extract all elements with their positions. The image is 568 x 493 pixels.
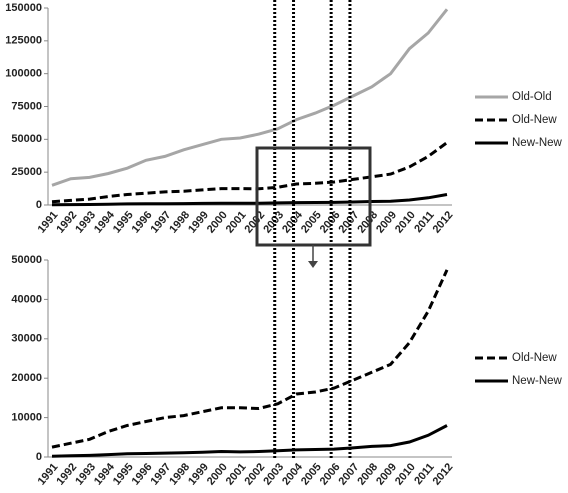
x-tick-label: 2003 [261, 461, 286, 487]
x-tick-label: 1996 [130, 461, 155, 487]
y-tick-label: 100000 [5, 68, 42, 80]
x-tick-label: 1995 [111, 209, 136, 235]
x-tick-label: 2006 [318, 461, 343, 487]
x-tick-label: 1991 [36, 209, 61, 235]
y-tick-label: 0 [36, 451, 42, 463]
series-line [51, 193, 448, 207]
x-tick-label: 2011 [412, 461, 437, 487]
x-tick-label: 2008 [355, 461, 380, 487]
x-tick-label: 1992 [54, 461, 79, 487]
x-tick-label: 2011 [412, 209, 437, 235]
x-tick-label: 1992 [54, 209, 79, 235]
x-tick-label: 2012 [431, 209, 456, 235]
series-line [51, 8, 449, 187]
x-tick-label: 1995 [111, 461, 136, 487]
y-tick-label: 0 [36, 199, 42, 211]
x-tick-label: 1997 [148, 461, 173, 487]
x-tick-label: 2012 [431, 461, 456, 487]
y-tick-label: 25000 [11, 166, 42, 178]
x-tick-label: 1996 [130, 209, 155, 235]
y-tick-label: 50000 [11, 133, 42, 145]
y-tick-label: 125000 [5, 35, 42, 47]
series-line [51, 269, 449, 449]
x-tick-label: 2005 [299, 209, 324, 235]
zoom-arrow-head [308, 261, 318, 268]
x-tick-label: 2005 [299, 461, 324, 487]
x-tick-label: 1993 [73, 209, 98, 235]
x-tick-label: 2000 [205, 209, 230, 235]
y-tick-label: 150000 [5, 2, 42, 14]
y-tick-label: 10000 [11, 412, 42, 424]
y-tick-label: 50000 [11, 254, 42, 266]
x-tick-label: 2001 [224, 461, 249, 487]
series-line [51, 141, 448, 204]
x-tick-label: 1998 [167, 209, 192, 235]
x-tick-label: 1998 [167, 461, 192, 487]
x-tick-label: 1997 [148, 209, 173, 235]
x-tick-label: 2010 [393, 461, 418, 487]
x-tick-label: 2009 [374, 209, 399, 235]
y-tick-label: 75000 [11, 100, 42, 112]
y-tick-label: 40000 [11, 293, 42, 305]
y-tick-label: 30000 [11, 333, 42, 345]
x-tick-label: 2002 [242, 209, 267, 235]
x-tick-label: 1999 [186, 461, 211, 487]
x-tick-label: 2010 [393, 209, 418, 235]
legend-label: Old-New [512, 114, 557, 126]
x-tick-label: 2000 [205, 461, 230, 487]
x-tick-label: 2001 [224, 209, 249, 235]
legend-label: New-New [512, 137, 563, 149]
y-tick-label: 20000 [11, 372, 42, 384]
series-line [51, 424, 448, 458]
x-tick-label: 2008 [355, 209, 380, 235]
x-tick-label: 2009 [374, 461, 399, 487]
x-tick-label: 1993 [73, 461, 98, 487]
legend-label: Old-Old [512, 91, 552, 103]
legend-label: New-New [512, 375, 563, 387]
x-tick-label: 1999 [186, 209, 211, 235]
x-tick-label: 2007 [337, 461, 362, 487]
legend-label: Old-New [512, 352, 557, 364]
x-tick-label: 2002 [242, 461, 267, 487]
x-tick-label: 1991 [36, 461, 61, 487]
